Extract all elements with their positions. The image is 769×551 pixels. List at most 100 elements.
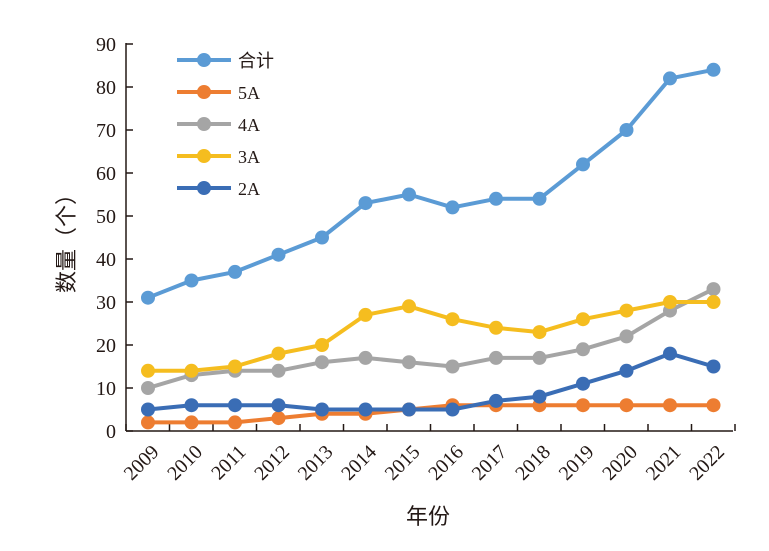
legend-label: 5A — [238, 83, 260, 103]
data-point — [358, 196, 373, 211]
series-3 — [141, 295, 721, 378]
legend-label: 合计 — [238, 51, 274, 71]
y-tick-label: 10 — [96, 378, 116, 400]
data-point — [445, 200, 460, 215]
data-point — [532, 325, 547, 340]
legend-item: 4A — [177, 115, 260, 135]
x-tick-label: 2022 — [685, 441, 729, 485]
data-point — [228, 415, 242, 430]
y-tick-label: 70 — [96, 120, 116, 142]
y-tick-label: 80 — [96, 77, 116, 99]
data-point — [663, 71, 677, 86]
series-4 — [141, 346, 721, 417]
y-tick-label: 0 — [106, 421, 116, 443]
legend-item: 3A — [177, 147, 260, 167]
data-point — [489, 320, 503, 335]
data-point — [402, 299, 416, 314]
data-point — [489, 350, 503, 365]
data-point — [271, 247, 286, 262]
data-point — [315, 355, 329, 370]
data-point — [315, 338, 329, 352]
x-axis-title: 年份 — [406, 504, 450, 529]
data-point — [619, 398, 634, 413]
legend-marker — [197, 117, 211, 131]
legend-label: 3A — [238, 147, 260, 167]
data-point — [619, 363, 634, 378]
data-point — [228, 359, 242, 374]
x-tick-label: 2014 — [337, 441, 381, 485]
data-point — [706, 62, 721, 77]
series-1 — [141, 398, 721, 430]
series-line — [147, 287, 715, 390]
y-tick-label: 40 — [96, 249, 116, 271]
data-point — [358, 402, 373, 417]
x-tick-label: 2011 — [207, 441, 250, 484]
legend-marker — [197, 181, 211, 195]
data-point — [315, 402, 329, 417]
x-tick-label: 2016 — [424, 441, 468, 485]
series-0 — [141, 62, 721, 305]
data-point — [358, 307, 373, 322]
data-point — [184, 273, 199, 288]
x-tick-label: 2010 — [163, 441, 207, 485]
y-tick-label: 50 — [96, 206, 116, 228]
legend-item: 2A — [177, 179, 260, 199]
data-point — [141, 381, 155, 395]
series-line — [148, 403, 714, 425]
data-point — [445, 359, 460, 374]
legend-marker — [197, 53, 211, 67]
legend-marker — [197, 149, 211, 163]
legend-item: 5A — [177, 83, 260, 103]
y-axis-title: 数量（个） — [54, 183, 79, 293]
x-tick-label: 2012 — [250, 441, 294, 485]
data-point — [402, 187, 416, 202]
legend: 合计 5A 4A 3A 2A — [177, 51, 274, 199]
x-tick-label: 2018 — [511, 441, 555, 485]
data-point — [706, 282, 721, 297]
data-point — [619, 329, 634, 344]
series-line — [147, 67, 714, 300]
data-point — [271, 363, 286, 378]
data-point — [271, 346, 286, 361]
data-point — [489, 393, 503, 408]
data-point — [663, 398, 677, 413]
data-point — [576, 398, 590, 413]
data-point — [184, 363, 199, 378]
x-tick-label: 2013 — [294, 441, 338, 485]
legend-label: 4A — [238, 115, 260, 135]
y-tick-label: 90 — [96, 34, 116, 56]
data-point — [532, 350, 547, 365]
data-point — [141, 415, 155, 430]
data-point — [358, 350, 373, 365]
data-point — [271, 411, 286, 426]
data-point — [228, 398, 242, 413]
data-point — [315, 230, 329, 245]
series-line — [147, 351, 715, 412]
data-point — [576, 157, 590, 172]
data-point — [619, 303, 634, 318]
data-point — [271, 398, 286, 413]
data-point — [141, 290, 155, 305]
data-point — [532, 191, 547, 206]
x-tick-label: 2020 — [598, 441, 642, 485]
data-point — [663, 295, 677, 309]
data-point — [576, 376, 590, 391]
legend-label: 2A — [238, 179, 260, 199]
y-tick-label: 60 — [96, 163, 116, 185]
data-point — [184, 398, 199, 413]
data-point — [619, 123, 634, 137]
y-tick-label: 30 — [96, 292, 116, 314]
data-point — [706, 295, 721, 309]
legend-marker — [197, 85, 211, 99]
series-layer — [141, 62, 721, 430]
x-tick-label: 2021 — [642, 441, 686, 485]
data-point — [402, 355, 416, 370]
x-tick-label: 2019 — [555, 441, 599, 485]
data-point — [706, 398, 721, 413]
legend-item: 合计 — [177, 51, 274, 71]
data-point — [402, 402, 416, 417]
data-point — [576, 342, 590, 357]
data-point — [663, 346, 677, 361]
data-point — [706, 359, 721, 374]
x-tick-label: 2009 — [120, 441, 164, 485]
